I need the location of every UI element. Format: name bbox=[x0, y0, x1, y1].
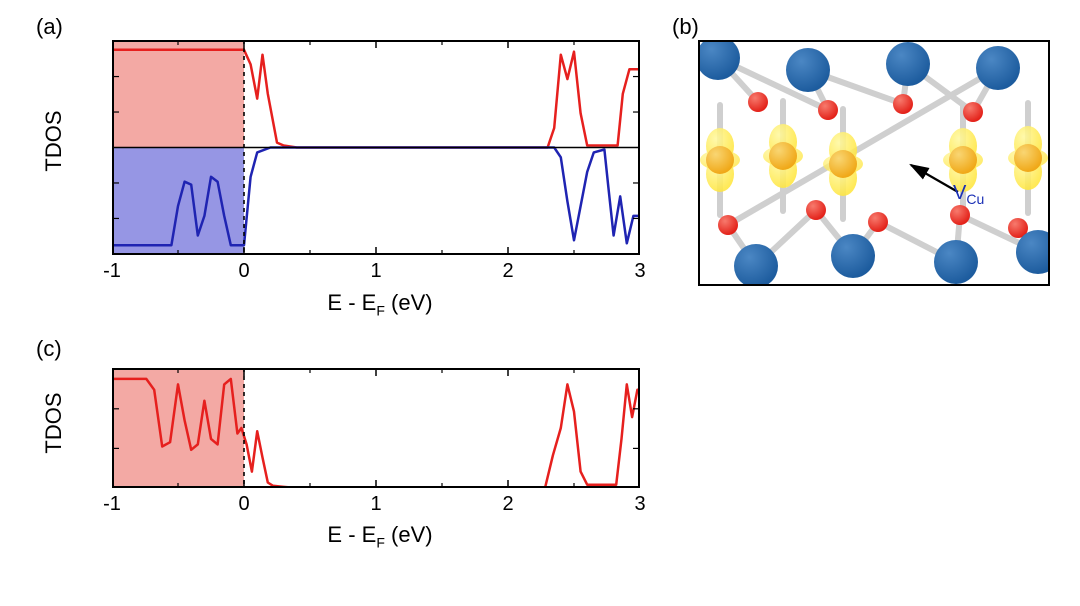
chart-c-xlabel: E - EF (eV) bbox=[250, 522, 510, 550]
chart-a-xlabel-main: E - E bbox=[327, 290, 376, 315]
chart-c-xtick: -1 bbox=[103, 493, 121, 516]
chart-c-xlabel-suffix: (eV) bbox=[385, 522, 433, 547]
chart-a-xtick: 2 bbox=[502, 260, 513, 283]
chart-c-tdos: -10123 bbox=[112, 368, 640, 488]
panel-b-label: (b) bbox=[672, 14, 699, 40]
panel-a-label: (a) bbox=[36, 14, 63, 40]
chart-c-xtick: 0 bbox=[238, 493, 249, 516]
chart-c-xtick: 3 bbox=[634, 493, 645, 516]
chart-a-xtick: 0 bbox=[238, 260, 249, 283]
chart-c-xlabel-sub: F bbox=[376, 534, 385, 550]
chart-a-tdos: -10123 bbox=[112, 40, 640, 255]
chart-c-svg bbox=[112, 368, 640, 488]
structure-b: VCu bbox=[698, 40, 1050, 286]
chart-a-ylabel: TDOS bbox=[41, 81, 67, 201]
structure-b-svg bbox=[698, 40, 1050, 286]
chart-a-xtick: 1 bbox=[370, 260, 381, 283]
vacancy-annotation: VCu bbox=[953, 182, 984, 207]
vacancy-annotation-main: V bbox=[953, 182, 966, 204]
chart-a-xlabel-sub: F bbox=[376, 302, 385, 318]
chart-c-xtick: 1 bbox=[370, 493, 381, 516]
chart-c-xtick: 2 bbox=[502, 493, 513, 516]
chart-a-xlabel-suffix: (eV) bbox=[385, 290, 433, 315]
panel-c-label: (c) bbox=[36, 336, 62, 362]
chart-c-xlabel-main: E - E bbox=[327, 522, 376, 547]
vacancy-annotation-sub: Cu bbox=[966, 191, 984, 207]
chart-c-ylabel: TDOS bbox=[41, 363, 67, 483]
chart-a-xlabel: E - EF (eV) bbox=[250, 290, 510, 318]
chart-a-xtick: 3 bbox=[634, 260, 645, 283]
chart-a-svg bbox=[112, 40, 640, 255]
chart-a-xtick: -1 bbox=[103, 260, 121, 283]
